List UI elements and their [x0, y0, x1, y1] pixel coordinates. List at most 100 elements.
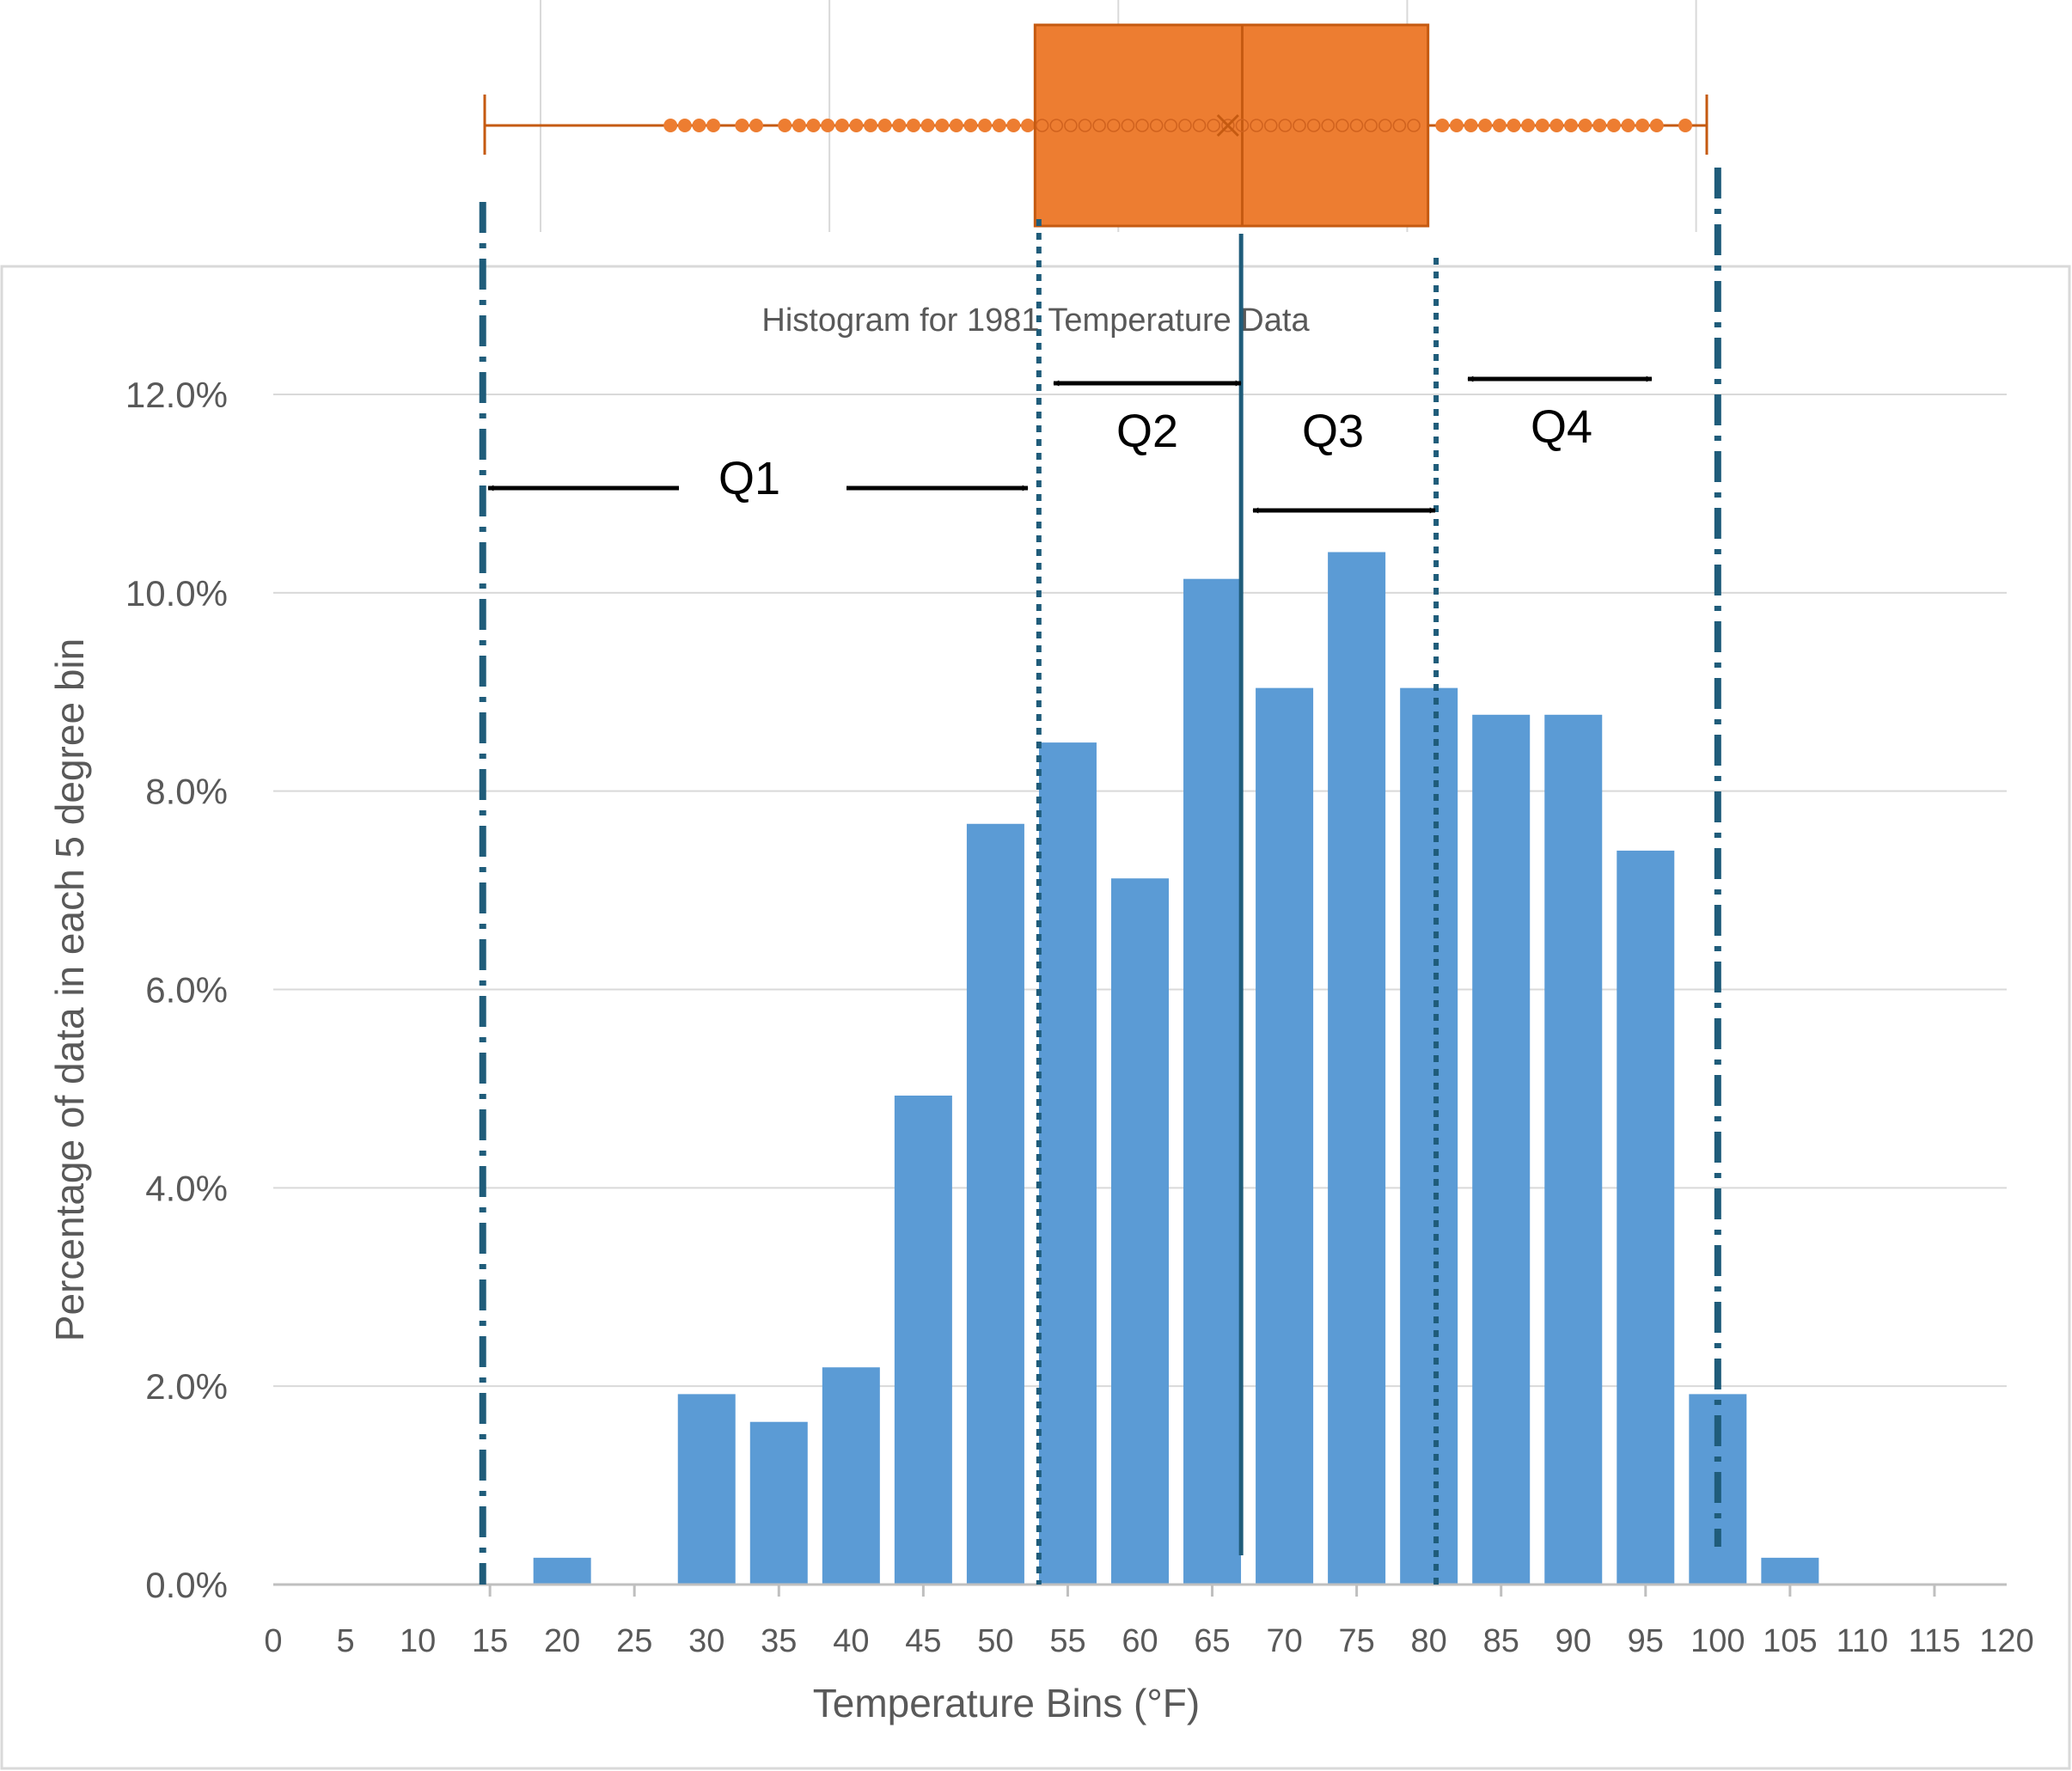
box-data-point — [949, 119, 963, 132]
histogram-bar — [1038, 742, 1097, 1585]
histogram-bar — [1111, 878, 1169, 1585]
box-inner-point — [1192, 119, 1207, 132]
histogram-bar — [1472, 714, 1531, 1585]
box-data-point — [1006, 119, 1021, 132]
box-data-point — [1621, 119, 1635, 132]
x-tick-label: 110 — [1837, 1623, 1889, 1659]
x-tick-label: 80 — [1411, 1623, 1447, 1659]
x-tick-labels: 0 5 10 15 20 25 30 35 40 45 50 55 60 65 70 75 80 85 90 95 10… — [264, 1623, 2033, 1659]
box-inner-point — [1035, 119, 1049, 132]
box-data-point — [877, 119, 892, 132]
box-data-point — [1021, 119, 1035, 132]
q4-label: Q4 — [1531, 401, 1592, 453]
histogram-bar — [1256, 687, 1314, 1585]
box-data-point — [1578, 119, 1592, 132]
histogram-bars — [533, 552, 1819, 1585]
box-data-point — [677, 119, 692, 132]
q1-annotation: Q1 — [487, 453, 1029, 504]
x-tick-label: 15 — [472, 1623, 508, 1659]
x-tick-label: 10 — [400, 1623, 436, 1659]
box-data-point — [906, 119, 920, 132]
x-tick-label: 105 — [1763, 1623, 1817, 1659]
box-inner-point — [1107, 119, 1121, 132]
mean-marker — [1216, 113, 1239, 137]
x-tick-label: 95 — [1628, 1623, 1664, 1659]
x-axis-title: Temperature Bins (°F) — [813, 1681, 1200, 1725]
x-tick-label: 115 — [1909, 1623, 1961, 1659]
box-data-point — [692, 119, 706, 132]
box-inner-point — [1407, 119, 1421, 132]
histogram-bar — [1761, 1557, 1819, 1585]
box-data-point — [749, 119, 763, 132]
box-inner-point — [1293, 119, 1306, 132]
box-plot — [483, 23, 1708, 228]
box-data-point — [1649, 119, 1664, 132]
x-tick-label: 100 — [1690, 1623, 1745, 1659]
chart-title: Histogram for 1981 Temperature Data — [761, 302, 1310, 339]
box-data-point — [1564, 119, 1578, 132]
box-inner-point — [1149, 119, 1164, 132]
histogram-bar — [822, 1367, 880, 1585]
y-tick-label: 12.0% — [125, 375, 228, 415]
histogram-bar — [533, 1557, 591, 1585]
box-inner-point — [1378, 119, 1392, 132]
histogram-bar — [966, 823, 1024, 1585]
box-inner-point — [1164, 119, 1178, 132]
box-data-point — [1606, 119, 1621, 132]
box-data-point — [735, 119, 749, 132]
box-data-point — [1549, 119, 1564, 132]
box-inner-point — [1049, 119, 1064, 132]
y-tick-label: 6.0% — [145, 970, 228, 1011]
q3-label: Q3 — [1302, 406, 1364, 457]
box-data-point — [1449, 119, 1464, 132]
box-data-point — [778, 119, 792, 132]
y-tick-label: 10.0% — [125, 573, 228, 614]
box-data-point — [1507, 119, 1521, 132]
histogram-bar — [1544, 714, 1603, 1585]
x-tick-label: 40 — [833, 1623, 869, 1659]
x-tick-label: 65 — [1194, 1623, 1230, 1659]
x-tick-label: 0 — [264, 1623, 282, 1659]
box-data-point — [706, 119, 721, 132]
box-inner-point — [1178, 119, 1192, 132]
box-inner-point — [1349, 119, 1364, 132]
x-tick-label: 20 — [544, 1623, 580, 1659]
x-tick-label: 25 — [616, 1623, 652, 1659]
box-inner-point — [1092, 119, 1106, 132]
q2-label: Q2 — [1116, 406, 1178, 457]
box-inner-point — [1207, 119, 1220, 132]
q3-annotation: Q3 — [1252, 406, 1436, 514]
box-inner-point — [1306, 119, 1321, 132]
x-tick-label: 5 — [336, 1623, 354, 1659]
box-data-point — [864, 119, 878, 132]
x-tick-label: 120 — [1979, 1623, 2033, 1659]
q1-label: Q1 — [718, 453, 780, 504]
y-axis-title: Percentage of data in each 5 degree bin — [47, 638, 92, 1341]
box-data-point — [1678, 119, 1693, 132]
box-data-point — [935, 119, 950, 132]
box-inner-point — [1235, 119, 1250, 132]
box-data-point — [892, 119, 907, 132]
box-plot-panel — [483, 0, 1708, 232]
box-inner-point — [1321, 119, 1335, 132]
box-data-point — [963, 119, 978, 132]
box-data-point — [663, 119, 678, 132]
x-tick-label: 60 — [1122, 1623, 1158, 1659]
box-data-point — [1521, 119, 1536, 132]
y-tick-labels: 0.0% 2.0% 4.0% 6.0% 8.0% 10.0% 12.0% — [125, 375, 228, 1605]
box-data-point — [806, 119, 821, 132]
box-data-point — [1535, 119, 1549, 132]
histogram-bar — [749, 1421, 808, 1585]
box-data-point — [792, 119, 806, 132]
iqr-box — [1033, 23, 1430, 228]
histogram-bar — [1328, 552, 1386, 1585]
histogram-bar — [1183, 578, 1242, 1585]
box-data-point — [1464, 119, 1478, 132]
histogram-bar — [894, 1095, 952, 1585]
box-inner-point — [1278, 119, 1293, 132]
box-data-point — [992, 119, 1006, 132]
box-inner-point — [1064, 119, 1078, 132]
q2-annotation: Q2 — [1053, 380, 1242, 457]
x-tick-label: 45 — [905, 1623, 941, 1659]
x-tick-label: 55 — [1049, 1623, 1085, 1659]
